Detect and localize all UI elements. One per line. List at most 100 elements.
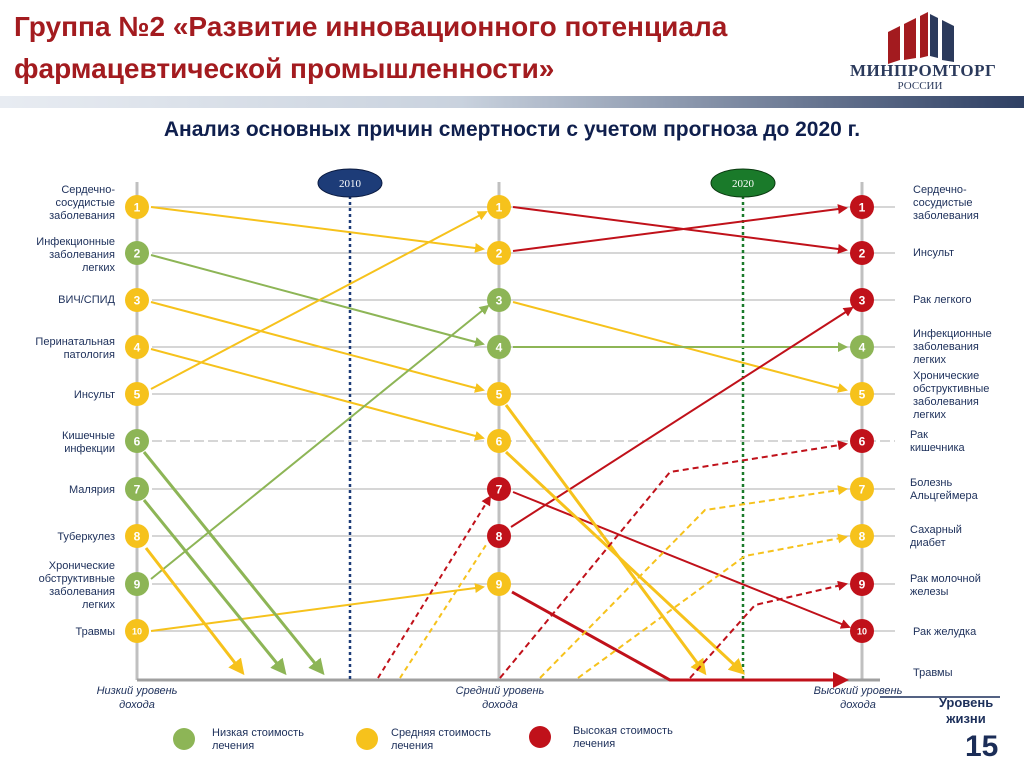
node-right-10	[850, 619, 874, 643]
node-mid-4-num: 4	[496, 341, 503, 355]
nodes-left: 1 2 3 4 5 6 7 8 9 10	[125, 195, 149, 643]
node-left-1	[125, 195, 149, 219]
arrows-middle-to-right	[510, 204, 854, 688]
node-right-5	[850, 382, 874, 406]
legend-red-marker	[529, 726, 551, 748]
axis-title: Уровень жизни	[939, 695, 993, 726]
node-left-9-num: 9	[134, 578, 141, 592]
arrows-middle-exit	[504, 404, 745, 676]
legend: Низкая стоимость лечения Средняя стоимост…	[173, 725, 673, 752]
node-right-3-num: 3	[859, 294, 866, 308]
header-divider	[0, 96, 1024, 108]
right-label-11: Травмы	[913, 667, 953, 679]
year-2020-badge	[710, 168, 776, 198]
legend-green-label: Низкая стоимость лечения	[212, 727, 304, 752]
node-left-3	[125, 288, 149, 312]
node-right-3	[850, 288, 874, 312]
node-mid-8-num: 8	[496, 530, 503, 544]
right-labels: Сердечно-сосудистые заболевания Инсульт Р…	[910, 184, 992, 679]
node-left-4	[125, 335, 149, 359]
legend-yellow-label: Средняя стоимость лечения	[391, 727, 491, 752]
arrow-intestinal-exit	[142, 451, 325, 676]
nodes-right: 1 2 3 4 5 6 7 8 9 10	[850, 195, 874, 643]
arrow-lung-infection	[150, 254, 485, 347]
right-label-2: Инсульт	[913, 247, 954, 259]
entry-r9	[689, 580, 848, 679]
node-right-7	[850, 477, 874, 501]
node-mid-7	[487, 477, 511, 501]
node-left-10	[125, 619, 149, 643]
left-label-4: Перинатальная патология	[35, 336, 115, 361]
legend-green-marker	[173, 728, 195, 750]
slide-title: Группа №2 «Развитие инновационного потен…	[14, 11, 728, 84]
arrow-m6-exit	[504, 450, 745, 675]
node-left-7	[125, 477, 149, 501]
node-left-9	[125, 572, 149, 596]
right-label-4: Инфекционные заболевания легких	[913, 328, 992, 366]
arrow-m8-r3	[510, 306, 854, 528]
axis-label-middle: Средний уровень дохода	[456, 685, 545, 711]
logo-subtext: РОССИИ	[897, 80, 943, 92]
right-label-7: Болезнь Альцгеймера	[910, 477, 979, 502]
arrow-hiv	[150, 301, 485, 393]
right-label-6: Рак кишечника	[910, 429, 966, 454]
node-right-5-num: 5	[859, 388, 866, 402]
arrows-left-exit	[142, 451, 325, 676]
node-right-6-num: 6	[859, 435, 866, 449]
right-label-9: Рак молочной железы	[910, 573, 981, 598]
right-label-10: Рак желудка	[913, 626, 977, 638]
arrow-tb-exit	[144, 547, 245, 676]
row-gridlines	[152, 206, 895, 632]
year-2010-text: 2010	[339, 178, 362, 190]
left-label-6: Кишечные инфекции	[62, 430, 115, 455]
arrow-stroke	[150, 211, 488, 390]
node-mid-9	[487, 572, 511, 596]
node-mid-4	[487, 335, 511, 359]
year-2020-text: 2020	[732, 178, 755, 190]
right-label-5: Хронические обструктивные заболевания легки…	[913, 370, 989, 421]
arrow-m2-r1	[512, 204, 848, 252]
node-right-4-num: 4	[859, 341, 866, 355]
node-right-6	[850, 429, 874, 453]
logo-bar-4	[930, 14, 938, 58]
arrow-perinatal	[150, 348, 485, 441]
node-mid-1	[487, 195, 511, 219]
node-mid-6-num: 6	[496, 435, 503, 449]
logo-text: МИНПРОМТОРГ	[850, 61, 997, 80]
year-2010-badge	[317, 168, 383, 198]
node-left-10-num: 10	[132, 627, 142, 637]
node-mid-7-num: 7	[496, 483, 503, 497]
left-label-2: Инфекционные заболевания легких	[36, 236, 115, 274]
node-right-7-num: 7	[859, 483, 866, 497]
node-left-5	[125, 382, 149, 406]
node-left-2-num: 2	[134, 247, 141, 261]
node-mid-6	[487, 429, 511, 453]
left-labels: Сердечно-сосудистые заболевания Инфекцион…	[35, 184, 115, 638]
arrows-dashed-right	[499, 440, 848, 679]
arrows-left-to-middle	[150, 206, 490, 632]
node-right-8-num: 8	[859, 530, 866, 544]
node-mid-3-num: 3	[496, 294, 503, 308]
dashed-yellow-entry	[399, 544, 487, 679]
node-left-2	[125, 241, 149, 265]
node-right-10-num: 10	[857, 627, 867, 637]
node-left-8	[125, 524, 149, 548]
node-mid-9-num: 9	[496, 578, 503, 592]
entry-r7	[539, 485, 848, 679]
left-label-5: Инсульт	[74, 389, 115, 401]
legend-yellow-marker	[356, 728, 378, 750]
node-mid-1-num: 1	[496, 201, 503, 215]
right-label-1: Сердечно-сосудистые заболевания	[913, 184, 979, 222]
node-left-1-num: 1	[134, 201, 141, 215]
node-right-2	[850, 241, 874, 265]
node-mid-8	[487, 524, 511, 548]
arrow-malaria-exit	[142, 499, 287, 676]
arrow-m9-exit	[511, 590, 849, 688]
node-right-2-num: 2	[859, 247, 866, 261]
logo-bar-3	[920, 12, 928, 58]
axis-label-low: Низкий уровень дохода	[97, 685, 178, 711]
logo-bar-5	[942, 20, 954, 62]
page-number: 15	[965, 730, 999, 763]
arrow-cardio	[150, 206, 485, 253]
node-right-1	[850, 195, 874, 219]
